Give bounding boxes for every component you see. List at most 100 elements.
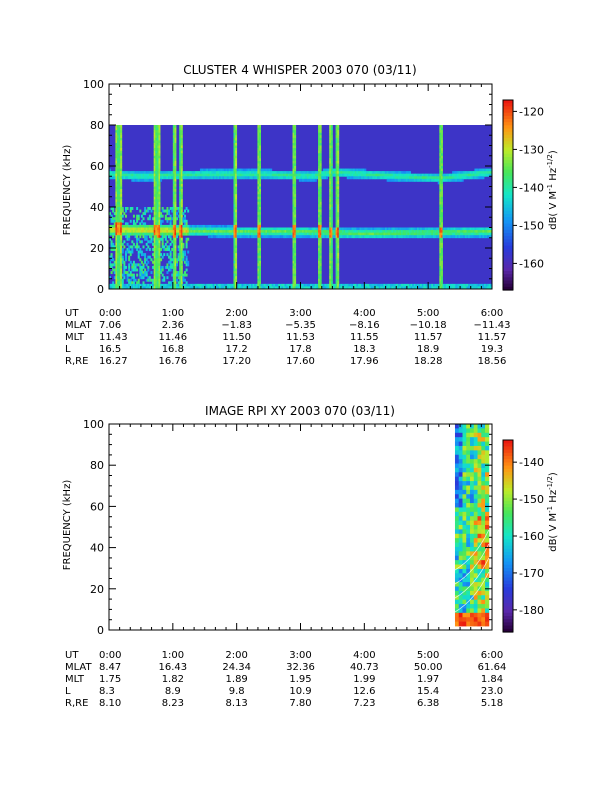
spectrogram-cell xyxy=(437,232,440,236)
spectrogram-cell xyxy=(153,237,156,241)
spectrogram-cell xyxy=(412,230,415,234)
spectrogram-cell xyxy=(454,604,460,609)
spectrogram-cell xyxy=(158,281,161,285)
spectrogram-cell xyxy=(168,255,171,259)
spectrogram-cell xyxy=(385,176,388,180)
spectrogram-cell xyxy=(318,209,321,213)
spectrogram-cell xyxy=(416,232,419,236)
spectrogram-cell xyxy=(423,283,426,287)
spectrogram-cell xyxy=(185,219,188,223)
spectrogram-cell xyxy=(458,235,461,239)
spectrogram-cell xyxy=(402,286,405,290)
spectrogram-cell xyxy=(132,219,135,223)
spectrogram-cell xyxy=(137,214,140,218)
spectrogram-cell xyxy=(332,227,335,231)
spectrogram-cell xyxy=(239,286,242,290)
spectrogram-cell xyxy=(171,281,174,285)
spectrogram-cell xyxy=(259,132,262,136)
spectrogram-cell xyxy=(118,168,121,172)
spectrogram-cell xyxy=(440,286,443,290)
spectrogram-cell xyxy=(109,168,111,172)
spectrogram-cell xyxy=(144,286,147,290)
spectrogram-cell xyxy=(292,250,295,254)
spectrogram-cell xyxy=(172,183,175,187)
colorbar-cell xyxy=(503,160,513,164)
spectrogram-cell xyxy=(153,278,156,282)
spectrogram-cell xyxy=(439,222,442,226)
spectrogram-cell xyxy=(348,286,351,290)
spectrogram-cell xyxy=(391,178,394,182)
spectrogram-cell xyxy=(156,230,159,234)
spectrogram-cell xyxy=(176,271,179,275)
spectrogram-cell xyxy=(378,171,381,175)
spectrogram-cell xyxy=(139,258,142,262)
spectrogram-cell xyxy=(330,191,333,195)
spectrogram-cell xyxy=(121,209,124,213)
spectrogram-cell xyxy=(370,173,373,177)
spectrogram-cell xyxy=(211,232,214,236)
colorbar-cell xyxy=(503,593,513,598)
spectrogram-cell xyxy=(290,176,293,180)
trace-curve xyxy=(454,543,490,585)
spectrogram-cell xyxy=(321,235,324,239)
spectrogram-cell xyxy=(439,163,442,167)
spectrogram-cell xyxy=(158,183,161,187)
colorbar-cell xyxy=(503,539,513,543)
spectrogram-cell xyxy=(121,214,124,218)
spectrogram-cell xyxy=(140,240,143,244)
spectrogram-cell xyxy=(219,176,222,180)
spectrogram-cell xyxy=(161,240,164,244)
spectrogram-cell xyxy=(169,281,172,285)
spectrogram-cell xyxy=(440,160,443,164)
spectrogram-cell xyxy=(357,171,360,175)
spectrogram-cell xyxy=(168,217,171,221)
spectrogram-cell xyxy=(171,265,174,269)
spectrogram-cell xyxy=(294,207,297,210)
spectrogram-cell xyxy=(129,245,132,249)
spectrogram-cell xyxy=(144,171,147,175)
spectrogram-cell xyxy=(439,224,442,228)
spectrogram-cell xyxy=(458,428,463,434)
spectrogram-cell xyxy=(184,214,186,218)
spectrogram-cell xyxy=(142,265,145,269)
spectrogram-cell xyxy=(439,204,442,208)
spectrogram-cell xyxy=(330,245,333,249)
spectrogram-cell xyxy=(335,196,338,200)
spectrogram-cell xyxy=(153,196,156,200)
spectrogram-cell xyxy=(324,227,327,231)
spectrogram-cell xyxy=(440,248,443,251)
spectrogram-cell xyxy=(330,273,333,277)
spectrogram-cell xyxy=(454,533,460,539)
spectrogram-cell xyxy=(163,232,166,236)
spectrogram-cell xyxy=(372,227,375,231)
spectrogram-cell xyxy=(112,230,115,234)
spectrogram-cell xyxy=(120,227,123,231)
spectrogram-cell xyxy=(257,214,260,218)
spectrogram-cell xyxy=(349,171,352,175)
spectrogram-cell xyxy=(128,250,131,254)
spectrogram-cell xyxy=(168,176,171,180)
spectrogram-cell xyxy=(292,137,295,141)
spectrogram-cell xyxy=(235,253,238,257)
spectrogram-cell xyxy=(172,207,175,210)
spectrogram-cell xyxy=(318,125,321,128)
spectrogram-cell xyxy=(329,160,332,164)
spectrogram-cell xyxy=(172,240,175,244)
spectrogram-cell xyxy=(187,176,190,180)
spectrogram-cell xyxy=(120,160,123,164)
spectrogram-cell xyxy=(337,227,340,231)
spectrogram-cell xyxy=(473,507,478,513)
spectrogram-cell xyxy=(259,235,262,239)
spectrogram-cell xyxy=(270,173,273,177)
spectrogram-cell xyxy=(223,232,226,236)
spectrogram-cell xyxy=(199,232,202,236)
spectrogram-cell xyxy=(120,232,123,236)
ephemeris-row-label: L xyxy=(65,344,71,355)
spectrogram-cell xyxy=(404,176,407,180)
spectrogram-cell xyxy=(335,158,338,162)
spectrogram-cell xyxy=(407,178,410,182)
spectrogram-cell xyxy=(462,590,467,596)
spectrogram-cell xyxy=(158,173,161,177)
spectrogram-cell xyxy=(458,529,463,535)
spectrogram-cell xyxy=(385,173,388,177)
